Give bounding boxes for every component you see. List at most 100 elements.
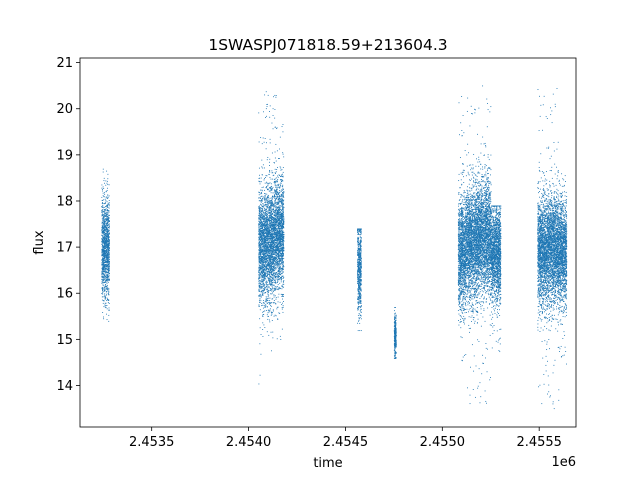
data-point [281,215,283,217]
data-point [277,192,279,194]
data-point [102,288,103,290]
data-point [260,210,262,212]
data-point [268,201,270,203]
data-point [277,271,279,273]
data-point [105,273,107,275]
data-point [276,203,278,205]
data-point [283,301,284,302]
data-point [279,195,281,197]
data-point [276,259,278,261]
data-point [103,276,105,278]
data-point [260,252,262,254]
data-point [279,197,280,199]
data-point [270,190,272,192]
data-point [107,287,109,289]
data-point [262,277,264,279]
data-point [269,280,271,282]
data-point [269,218,271,220]
data-point [258,241,260,243]
data-point [275,180,277,182]
data-point [268,279,270,281]
data-point [278,215,280,216]
data-point [270,271,272,273]
data-point [268,263,270,265]
data-point [271,313,273,315]
data-point [267,221,269,222]
data-point [267,270,269,272]
data-point [105,219,107,221]
data-point [263,276,265,278]
data-point [260,177,262,179]
data-point [261,266,263,268]
data-point [282,295,284,297]
data-point [263,269,265,271]
data-point [263,270,265,272]
data-point [265,264,267,266]
data-point [265,239,267,241]
data-point [266,205,268,207]
data-point [107,252,109,254]
data-point [280,203,282,205]
data-point [101,269,103,271]
data-point [281,294,283,295]
data-point [107,184,109,186]
data-point [277,260,279,262]
data-point [267,309,269,311]
data-point [268,237,270,239]
data-point [101,200,103,201]
data-point [103,274,105,276]
data-point [269,259,270,261]
data-point [271,211,273,213]
data-point [260,222,262,224]
data-point [270,216,272,218]
data-point [280,225,281,227]
data-point [280,274,282,276]
data-point [276,194,278,196]
data-point [278,249,280,251]
data-point [268,249,269,251]
data-point [269,233,271,235]
data-point [271,201,273,203]
data-point [103,274,105,275]
data-point [108,252,110,254]
data-point [262,238,264,240]
data-point [279,241,281,243]
data-point [277,186,279,188]
data-point [108,273,110,275]
data-point [270,178,272,180]
data-point [277,193,279,195]
data-point [101,270,103,272]
data-point [106,254,108,255]
data-point [276,273,278,275]
data-point [264,273,266,275]
data-point [280,223,282,225]
data-point [271,302,272,304]
data-point [102,282,104,284]
data-point [263,223,265,225]
data-point [275,238,277,240]
data-point [274,314,276,316]
data-point [107,211,108,213]
data-point [279,256,280,258]
data-point [259,252,261,254]
data-point [282,268,284,270]
data-point [274,200,276,202]
data-point [268,263,269,265]
data-point [260,220,261,222]
data-point [104,280,106,282]
data-point [108,303,110,304]
data-point [277,244,279,246]
data-point [278,251,280,253]
data-point [260,282,262,284]
data-point [261,294,263,296]
data-point [266,189,268,191]
data-point [265,117,266,119]
data-point [273,302,275,304]
data-point [260,181,262,183]
data-point [107,223,109,225]
data-point [259,189,261,191]
data-point [274,235,276,237]
data-point [262,272,264,273]
data-point [263,280,265,281]
data-point [105,223,107,225]
